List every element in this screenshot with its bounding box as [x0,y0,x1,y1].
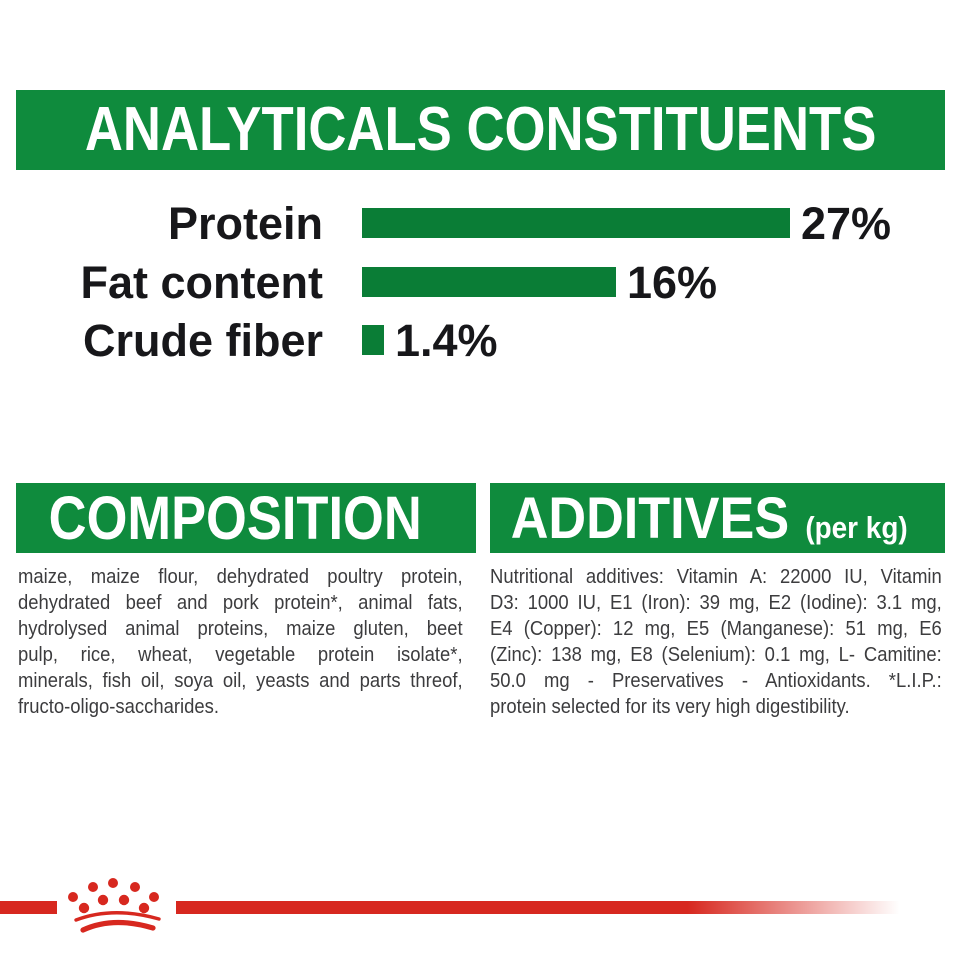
analytical-constituents-chart: Protein 27% Fat content 16% Crude fiber 1.4% [0,0,961,420]
analyticals-constituents-banner: ANALYTICALS CONSTITUENTS [16,90,945,170]
chart-bar-label: Fat content [80,257,324,308]
composition-text-line: minerals, fish oil, soya oil, yeasts and… [18,669,463,692]
composition-text-line: dehydrated beef and pork protein*, anima… [18,591,463,614]
additives-text-line: (Zinc): 138 mg, E8 (Selenium): 0.1 mg, L… [490,643,942,666]
royal-canin-crown-icon [68,878,161,933]
chart-bar-value: 1.4% [395,315,498,366]
additives-text: Nutritional additives: Vitamin A: 22000 … [490,564,942,720]
additives-per-kg: (per kg) [805,509,908,545]
additives-text-line: E4 (Copper): 12 mg, E5 (Manganese): 51 m… [490,617,942,640]
composition-title: COMPOSITION [48,483,422,552]
chart-bar [362,208,790,238]
composition-text-line: fructo-oligo-saccharides. [18,695,219,718]
footer-red-line-left [0,901,57,914]
additives-text-line: 50.0 mg - Preservatives - Antioxidants. … [490,669,942,692]
chart-bar-label: Protein [167,198,323,249]
additives-title: ADDITIVES [510,485,790,551]
analyticals-title: ANALYTICALS CONSTITUENTS [84,95,877,164]
chart-bar-label: Crude fiber [82,315,323,366]
chart-bar-value: 27% [801,198,892,249]
composition-text-line: maize, maize flour, dehydrated poultry p… [18,565,463,588]
additives-text-line: Nutritional additives: Vitamin A: 22000 … [490,565,942,588]
chart-bar [362,325,384,355]
chart-bar [362,267,616,297]
composition-text-line: hydrolysed animal proteins, maize gluten… [18,617,463,640]
composition-text: maize, maize flour, dehydrated poultry p… [18,564,463,720]
chart-bar-value: 16% [627,257,718,308]
composition-text-line: pulp, rice, wheat, vegetable protein iso… [18,643,463,666]
additives-title-line: ADDITIVES (per kg) [490,488,908,549]
additives-text-line: protein selected for its very high diges… [490,695,850,718]
footer-red-line-right [176,901,907,914]
composition-banner: COMPOSITION [16,483,476,553]
additives-banner: ADDITIVES (per kg) [490,483,945,553]
additives-text-line: D3: 1000 IU, E1 (Iron): 39 mg, E2 (Iodin… [490,591,942,614]
